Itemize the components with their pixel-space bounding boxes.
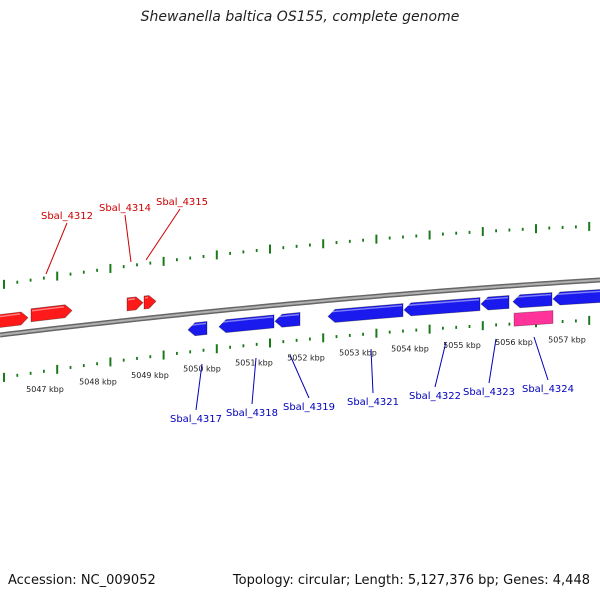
scale-label: 5053 kbp bbox=[339, 349, 377, 358]
reverse-gene-arrow bbox=[274, 312, 301, 328]
scale-label: 5051 kbp bbox=[235, 359, 273, 368]
forward-gene-arrow bbox=[126, 296, 144, 312]
forward-gene-arrow-sheen bbox=[127, 298, 136, 301]
forward-tick-track bbox=[3, 221, 591, 289]
reverse-label-leader bbox=[195, 363, 203, 411]
reverse-gene-arrow bbox=[218, 314, 275, 334]
reverse-gene-label: Sbal_4317 bbox=[170, 414, 222, 425]
scale-label: 5057 kbp bbox=[548, 335, 586, 344]
reverse-label-leader bbox=[251, 357, 257, 405]
reverse-gene-arrow-sheen bbox=[188, 322, 207, 327]
reverse-gene-arrow bbox=[187, 321, 208, 337]
scale-label: 5052 kbp bbox=[287, 353, 325, 362]
forward-gene-arrow bbox=[30, 304, 73, 323]
forward-gene-arrow bbox=[143, 295, 157, 310]
reverse-gene-arrow-sheen bbox=[219, 316, 274, 323]
scale-labels: 5047 kbp 5048 kbp 5049 kbp 5050 kbp 5051 kbp… bbox=[26, 335, 586, 394]
forward-gene-arrow-sheen bbox=[144, 296, 149, 299]
scale-label: 5055 kbp bbox=[443, 341, 481, 350]
reverse-gene-arrow bbox=[512, 292, 553, 309]
forward-gene-label: Sbal_4312 bbox=[41, 211, 93, 222]
reverse-label-leader bbox=[533, 336, 549, 381]
reverse-gene-arrow bbox=[552, 289, 600, 306]
reverse-gene-arrow bbox=[403, 297, 481, 317]
reverse-label-leader bbox=[370, 348, 374, 394]
scale-label: 5047 kbp bbox=[26, 385, 64, 394]
forward-label-leader bbox=[145, 208, 181, 261]
forward-label-leader bbox=[124, 214, 132, 263]
reverse-gene-label: Sbal_4319 bbox=[283, 402, 335, 413]
reverse-tick-track bbox=[3, 315, 591, 382]
forward-label-leader bbox=[45, 222, 68, 275]
genome-summary: Topology: circular; Length: 5,127,376 bp… bbox=[232, 573, 590, 588]
reverse-gene-label: Sbal_4318 bbox=[226, 408, 278, 419]
reverse-gene-arrow-sheen bbox=[328, 304, 403, 313]
scale-label: 5054 kbp bbox=[391, 345, 429, 354]
reverse-gene-label: Sbal_4321 bbox=[347, 397, 399, 408]
reverse-gene-arrow-sheen bbox=[275, 313, 300, 318]
forward-gene-arrow-sheen bbox=[0, 313, 21, 318]
reverse-gene-arrow-sheen bbox=[481, 296, 509, 301]
scale-label: 5049 kbp bbox=[131, 371, 169, 380]
map-title: Shewanella baltica OS155, complete genom… bbox=[140, 9, 460, 25]
reverse-gene-label: Sbal_4322 bbox=[409, 391, 461, 402]
reverse-gene-arrow bbox=[480, 295, 510, 311]
reverse-gene-label: Sbal_4324 bbox=[522, 384, 574, 395]
reverse-label-leader bbox=[289, 354, 310, 399]
backbone-outline bbox=[0, 277, 600, 338]
backbone-highlight bbox=[0, 279, 600, 336]
reverse-gene-label: Sbal_4323 bbox=[463, 387, 515, 398]
scale-label: 5048 kbp bbox=[79, 378, 117, 387]
reverse-gene-arrow bbox=[327, 303, 404, 323]
scale-label: 5056 kbp bbox=[495, 338, 533, 347]
reverse-gene-arrow-sheen bbox=[404, 298, 480, 307]
gene-labels: Sbal_4312 Sbal_4314 Sbal_4315 Sbal_4317 Sbal… bbox=[41, 197, 574, 425]
genome-backbone bbox=[0, 277, 600, 338]
reverse-label-leader bbox=[434, 341, 447, 388]
forward-gene-arrow bbox=[0, 311, 29, 328]
gene-features bbox=[0, 289, 600, 337]
forward-gene-arrow-sheen bbox=[31, 306, 65, 312]
forward-gene-label: Sbal_4315 bbox=[156, 197, 208, 208]
reverse-label-leader bbox=[488, 338, 497, 384]
forward-gene-label: Sbal_4314 bbox=[99, 203, 151, 214]
rna-gene-box bbox=[513, 310, 554, 327]
reverse-gene-arrow-sheen bbox=[513, 293, 552, 298]
accession-label: Accession: NC_009052 bbox=[8, 573, 156, 588]
scale-label: 5050 kbp bbox=[183, 364, 221, 373]
